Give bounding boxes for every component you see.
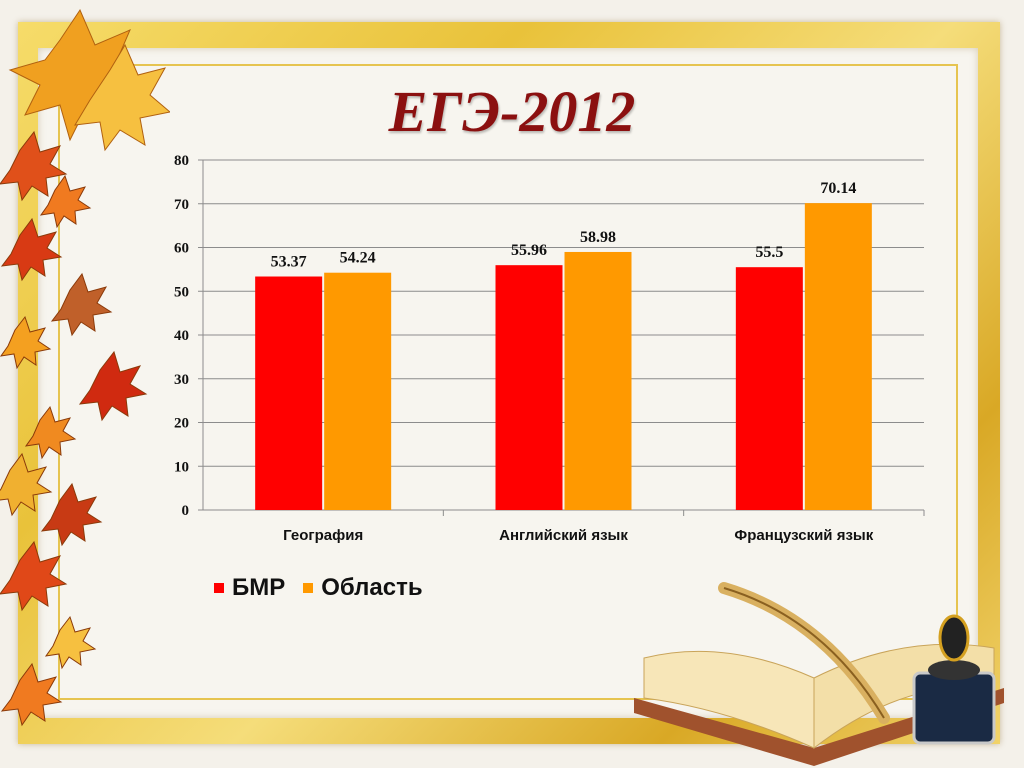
y-axis-ticks: 0 10 20 30 40 50 60 70 80 (174, 153, 189, 519)
legend-label-oblast: Область (321, 574, 423, 601)
category-label: Французский язык (734, 527, 873, 544)
inner-border (58, 64, 958, 700)
book-quill-inkwell-decoration (634, 582, 1004, 766)
legend: БМР Область (214, 574, 423, 602)
category-label: География (283, 527, 363, 544)
legend-label-bmr: БМР (232, 574, 286, 601)
data-label: 54.24 (340, 250, 376, 267)
y-tick-label: 70 (174, 197, 189, 213)
category-label: Английский язык (499, 527, 628, 544)
bar (495, 265, 563, 510)
data-label: 55.5 (755, 244, 783, 261)
bar (324, 272, 392, 510)
bar (255, 276, 323, 510)
y-tick-label: 20 (174, 416, 189, 432)
bars (255, 203, 872, 510)
bar (735, 267, 803, 510)
data-label: 58.98 (580, 229, 616, 246)
data-label: 53.37 (271, 254, 307, 271)
data-label: 70.14 (820, 180, 856, 197)
legend-swatch-bmr (214, 583, 224, 593)
data-label: 55.96 (511, 242, 547, 259)
legend-swatch-oblast (303, 583, 314, 593)
maple-leaves-decoration (0, 8, 170, 727)
legend-item-oblast: Область (303, 574, 423, 602)
y-tick-label: 60 (174, 241, 189, 257)
gridlines (198, 159, 925, 516)
x-axis-categories: География Английский язык Французский язык (283, 527, 874, 544)
chart-title: ЕГЭ-2012 (388, 79, 636, 144)
data-labels: 53.37 54.24 55.96 58.98 55.5 70.14 (271, 180, 857, 270)
y-tick-label: 10 (174, 459, 189, 475)
y-tick-label: 80 (174, 153, 189, 169)
y-tick-label: 40 (174, 328, 189, 344)
y-tick-label: 30 (174, 372, 189, 388)
y-tick-label: 0 (182, 503, 190, 519)
legend-item-bmr: БМР (214, 574, 285, 602)
y-tick-label: 50 (174, 284, 189, 300)
bar (564, 251, 632, 510)
bar (804, 203, 872, 510)
